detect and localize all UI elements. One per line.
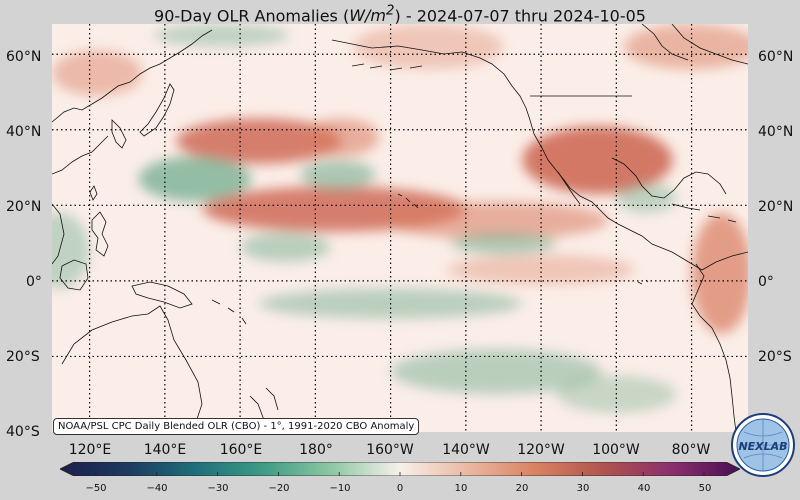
colorbar-tick--40: −40 [146,483,168,494]
anomaly-region-negative-14 [450,231,557,255]
anomaly-region-positive-2 [522,126,673,194]
colorbar [60,462,740,476]
lat-label-20n-right: 20°N [758,199,794,215]
lon-label-120e: 120°E [68,442,112,458]
colorbar-tick--30: −30 [207,483,229,494]
anomaly-region-positive-9 [447,254,636,285]
colorbar-tick-50: 50 [698,483,712,494]
anomaly-region-negative-15 [390,348,602,395]
colorbar-tick-20: 20 [515,483,529,494]
baja-california [557,171,581,205]
colorbar-tick-30: 30 [576,483,590,494]
anomaly-region-negative-10 [138,156,252,202]
borneo-coastline [59,259,89,291]
lat-label-0-right: 0° [758,274,774,290]
lon-label-100w: 100°W [592,442,640,458]
south-america-north-coast [701,251,748,271]
map-title: 90-Day OLR Anomalies (W/m2) - 2024-07-07… [0,0,800,26]
indochina-coastline [52,203,65,265]
taiwan-coastline [89,185,98,201]
colorbar-tick--50: −50 [85,483,107,494]
colorbar-tick-40: 40 [637,483,651,494]
title-prefix: 90-Day OLR Anomalies ( [154,6,350,26]
lat-label-40n-right: 40°N [758,124,794,140]
china-coastline [52,135,109,175]
lon-label-140w: 140°W [442,442,490,458]
philippines-coastline [91,211,109,257]
north-america-west-coast [525,107,703,271]
gulf-of-mexico-coast [611,157,727,199]
title-units: W/m2 [349,4,395,26]
graticule [52,24,748,432]
colorbar-tick-0: 0 [396,483,404,494]
lat-label-60n-left: 60°N [6,49,42,65]
japan-coastline [139,83,175,137]
lat-label-20s-right: 20°S [758,349,792,365]
lon-label-120w: 120°W [517,442,565,458]
title-units-exponent: 2 [386,4,395,19]
lon-label-80w: 80°W [671,442,711,458]
olr-anomaly-map [52,24,748,432]
anomaly-region-positive-6 [52,50,143,96]
title-suffix: ) - 2024-07-07 thru 2024-10-05 [394,6,646,26]
lat-label-20s-left: 20°S [6,349,40,365]
anomaly-region-positive-5 [691,212,748,334]
hawaii-islands [397,193,419,209]
data-source-note: NOAA/PSL CPC Daily Blended OLR (CBO) - 1… [53,418,420,435]
south-america-coastline [691,263,737,432]
anomaly-layer [52,24,748,414]
noaa-psl-logo[interactable]: NEXLAB [730,412,796,478]
anomaly-region-positive-1 [304,118,380,157]
colorbar-tick--20: −20 [268,483,290,494]
coastline-layer [52,24,748,432]
lat-label-20n-left: 20°N [6,199,42,215]
lat-label-0-left: 0° [26,274,42,290]
anomaly-region-negative-17 [153,24,290,47]
lon-label-160e: 160°E [219,442,263,458]
colorbar-tick--10: −10 [329,483,351,494]
caribbean-islands [671,203,737,223]
colorbar-tick-marks [95,472,705,476]
lat-label-40n-left: 40°N [6,124,42,140]
colorbar-body [60,462,740,476]
anomaly-region-negative-11 [300,160,376,191]
anomaly-region-positive-7 [352,24,504,70]
lon-label-180: 180° [299,442,333,458]
lat-label-40s-left: 40°S [6,424,40,440]
alaska-coastline [331,39,527,109]
anomaly-region-positive-4 [383,201,609,240]
lat-label-60n-right: 60°N [758,49,794,65]
greenland-coast [671,24,748,65]
lon-label-140e: 140°E [143,442,187,458]
logo-globe-lines [739,419,787,471]
lon-label-160w: 160°W [366,442,414,458]
logo-text: NEXLAB [738,440,787,453]
anomaly-region-negative-12 [240,231,331,262]
anomaly-region-negative-19 [616,182,677,213]
korea-coastline [111,119,127,149]
aleutian-islands [351,63,423,71]
colorbar-tick-10: 10 [454,483,468,494]
solomon-islands [211,299,247,325]
australia-coastline [61,305,203,432]
hudson-bay-coast [641,24,689,61]
asia-coastline [52,29,213,123]
new-guinea-coastline [131,281,193,309]
